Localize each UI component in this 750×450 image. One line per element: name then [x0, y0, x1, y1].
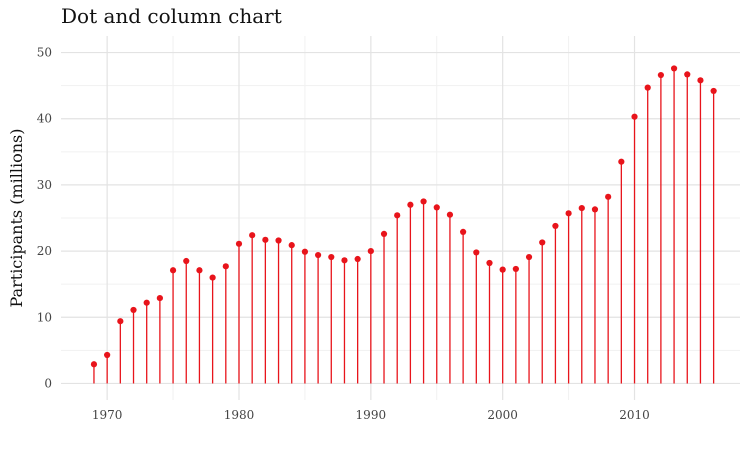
- data-point: [605, 193, 612, 200]
- data-point: [196, 267, 203, 274]
- data-point: [565, 210, 572, 217]
- data-point: [460, 228, 467, 235]
- data-point: [525, 253, 533, 261]
- data-point: [710, 87, 717, 95]
- data-point: [288, 242, 295, 249]
- data-point: [104, 351, 111, 359]
- data-point: [301, 248, 309, 255]
- y-tick-label: 30: [37, 178, 52, 192]
- data-point: [631, 113, 638, 120]
- data-point: [499, 266, 506, 273]
- data-point: [539, 239, 546, 246]
- data-point: [367, 247, 374, 255]
- data-point: [486, 259, 493, 267]
- x-tick-labels: 1970 1980 1990 2000 2010: [92, 408, 650, 422]
- chart-title: Dot and column chart: [61, 4, 282, 28]
- x-tick-label: 2010: [619, 408, 650, 422]
- data-point: [143, 299, 150, 306]
- data-point: [235, 240, 243, 247]
- grid-lines: [61, 36, 740, 400]
- data-point: [552, 222, 559, 230]
- data-point: [354, 255, 361, 263]
- data-point: [473, 249, 480, 256]
- y-tick-labels: 0 10 20 30 40 50: [37, 46, 52, 391]
- y-tick-label: 10: [37, 310, 52, 324]
- data-point: [275, 237, 282, 244]
- x-tick-label: 1990: [356, 408, 387, 422]
- data-point: [684, 71, 691, 78]
- data-point: [433, 204, 440, 211]
- data-point: [512, 265, 519, 273]
- data-point: [657, 71, 664, 79]
- y-tick-label: 40: [37, 112, 52, 126]
- data-point: [670, 65, 678, 72]
- data-point: [169, 267, 177, 274]
- data-point: [183, 257, 190, 265]
- y-axis-title: Participants (millions): [7, 129, 26, 308]
- data-point: [262, 236, 269, 243]
- data-point: [341, 257, 348, 264]
- column-stems: [93, 68, 715, 384]
- data-point: [407, 201, 414, 208]
- data-point: [446, 211, 454, 218]
- data-point: [618, 158, 625, 165]
- data-point: [380, 230, 388, 237]
- data-point: [117, 318, 124, 325]
- data-point: [249, 232, 256, 239]
- data-point: [222, 263, 229, 270]
- x-tick-label: 1970: [92, 408, 123, 422]
- data-point: [130, 306, 137, 314]
- data-point: [90, 361, 98, 368]
- y-tick-label: 20: [37, 244, 52, 258]
- y-tick-label: 0: [44, 376, 52, 390]
- y-tick-label: 50: [37, 46, 52, 60]
- data-point: [644, 84, 651, 91]
- data-point: [314, 251, 322, 259]
- data-point: [697, 77, 704, 84]
- x-tick-label: 1980: [224, 408, 255, 422]
- data-point: [156, 294, 163, 302]
- data-points: [90, 65, 717, 368]
- data-point: [420, 198, 427, 205]
- x-tick-label: 2000: [487, 408, 518, 422]
- data-point: [328, 253, 335, 261]
- data-point: [209, 274, 216, 281]
- data-point: [591, 206, 599, 213]
- data-point: [394, 212, 401, 219]
- data-point: [578, 204, 585, 212]
